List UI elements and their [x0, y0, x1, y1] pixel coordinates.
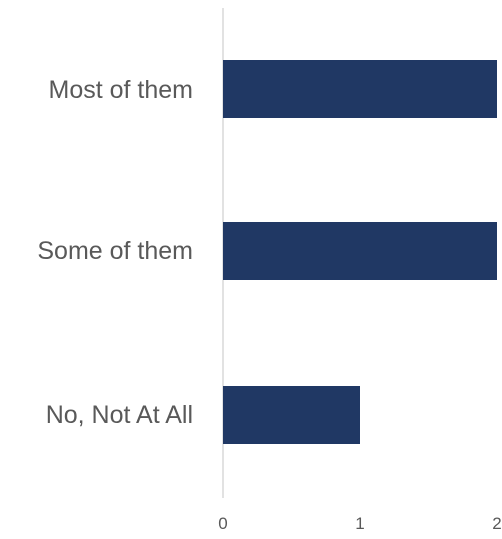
bar-no-not-at-all	[223, 386, 360, 444]
bar-most-of-them	[223, 60, 497, 118]
x-tick-label-2: 2	[492, 514, 501, 533]
category-labels: Most of them Some of them No, Not At All	[37, 76, 193, 429]
category-label-no-not-at-all: No, Not At All	[46, 401, 193, 429]
bars	[223, 60, 497, 444]
category-label-some-of-them: Some of them	[37, 237, 193, 265]
bar-some-of-them	[223, 222, 497, 280]
category-label-most-of-them: Most of them	[49, 76, 194, 104]
x-tick-labels: 0 1 2	[218, 514, 501, 533]
x-tick-label-1: 1	[355, 514, 364, 533]
x-tick-label-0: 0	[218, 514, 227, 533]
